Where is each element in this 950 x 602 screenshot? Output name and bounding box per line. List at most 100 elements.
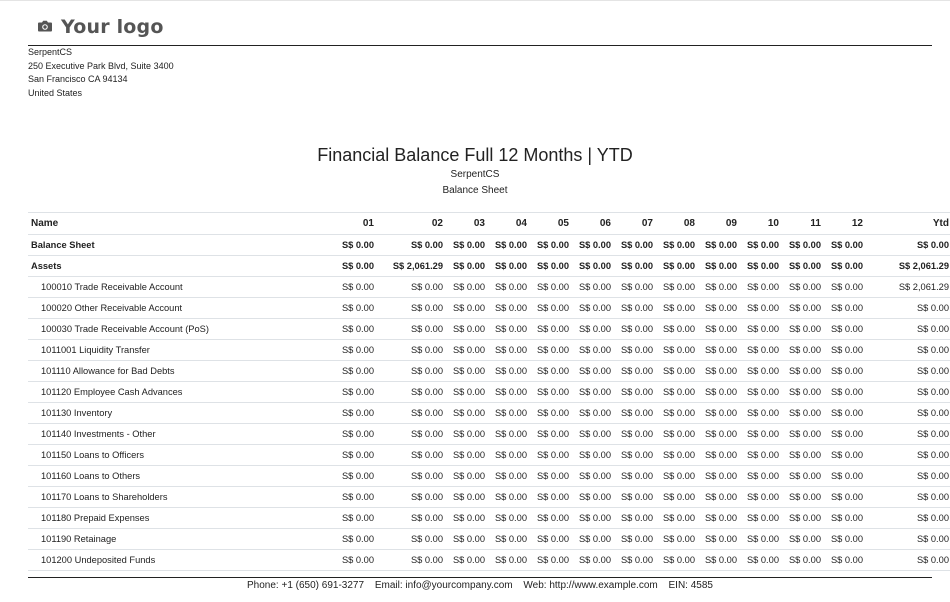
amount-cell: S$ 0.00 [377, 402, 446, 424]
amount-cell: S$ 0.00 [740, 507, 782, 529]
amount-cell: S$ 0.00 [333, 465, 377, 487]
amount-cell: S$ 0.00 [614, 234, 656, 256]
amount-cell: S$ 0.00 [824, 297, 866, 319]
amount-cell: S$ 0.00 [488, 360, 530, 382]
amount-cell: S$ 0.00 [446, 549, 488, 571]
amount-cell: S$ 0.00 [572, 255, 614, 277]
account-name-cell: 101140 Investments - Other [28, 423, 333, 445]
column-header-05: 05 [530, 212, 572, 235]
report-company: SerpentCS [450, 169, 500, 180]
amount-cell: S$ 0.00 [488, 318, 530, 340]
amount-cell: S$ 0.00 [446, 528, 488, 550]
amount-cell: S$ 0.00 [572, 486, 614, 508]
amount-cell: S$ 0.00 [866, 318, 950, 340]
amount-cell: S$ 0.00 [614, 297, 656, 319]
amount-cell: S$ 0.00 [866, 486, 950, 508]
amount-cell: S$ 0.00 [377, 318, 446, 340]
amount-cell: S$ 0.00 [782, 339, 824, 361]
column-header-06: 06 [572, 212, 614, 235]
amount-cell: S$ 0.00 [614, 360, 656, 382]
amount-cell: S$ 0.00 [614, 402, 656, 424]
amount-cell: S$ 0.00 [333, 444, 377, 466]
amount-cell: S$ 0.00 [614, 381, 656, 403]
company-logo: Your logo [37, 16, 164, 38]
amount-cell: S$ 0.00 [866, 234, 950, 256]
amount-cell: S$ 0.00 [656, 465, 698, 487]
amount-cell: S$ 0.00 [530, 486, 572, 508]
amount-cell: S$ 0.00 [698, 234, 740, 256]
amount-cell: S$ 0.00 [572, 381, 614, 403]
column-header-04: 04 [488, 212, 530, 235]
table-row: 101130 Inventory S$ 0.00 S$ 0.00 S$ 0.00 S$ … [28, 402, 950, 424]
amount-cell: S$ 0.00 [866, 402, 950, 424]
column-header-12: 12 [824, 212, 866, 235]
amount-cell: S$ 0.00 [333, 360, 377, 382]
amount-cell: S$ 0.00 [698, 486, 740, 508]
amount-cell: S$ 0.00 [377, 297, 446, 319]
amount-cell: S$ 0.00 [698, 297, 740, 319]
amount-cell: S$ 0.00 [488, 549, 530, 571]
amount-cell: S$ 0.00 [530, 276, 572, 298]
column-header-name: Name [28, 212, 333, 235]
amount-cell: S$ 0.00 [782, 423, 824, 445]
amount-cell: S$ 0.00 [656, 444, 698, 466]
amount-cell: S$ 0.00 [488, 507, 530, 529]
amount-cell: S$ 0.00 [698, 423, 740, 445]
amount-cell: S$ 0.00 [446, 255, 488, 277]
amount-cell: S$ 0.00 [614, 507, 656, 529]
account-name-cell: 101170 Loans to Shareholders [28, 486, 333, 508]
amount-cell: S$ 0.00 [782, 276, 824, 298]
amount-cell: S$ 0.00 [866, 423, 950, 445]
amount-cell: S$ 0.00 [698, 444, 740, 466]
amount-cell: S$ 0.00 [614, 486, 656, 508]
report-footer: Phone: +1 (650) 691-3277 Email: info@you… [28, 577, 932, 591]
table-row: 100020 Other Receivable Account S$ 0.00 S$… [28, 297, 950, 319]
amount-cell: S$ 0.00 [488, 444, 530, 466]
amount-cell: S$ 0.00 [782, 318, 824, 340]
amount-cell: S$ 0.00 [572, 234, 614, 256]
amount-cell: S$ 0.00 [530, 444, 572, 466]
amount-cell: S$ 0.00 [866, 297, 950, 319]
amount-cell: S$ 0.00 [656, 549, 698, 571]
amount-cell: S$ 0.00 [656, 276, 698, 298]
amount-cell: S$ 0.00 [377, 507, 446, 529]
amount-cell: S$ 0.00 [740, 528, 782, 550]
amount-cell: S$ 0.00 [740, 339, 782, 361]
amount-cell: S$ 0.00 [333, 318, 377, 340]
amount-cell: S$ 0.00 [530, 549, 572, 571]
account-name-cell: 100030 Trade Receivable Account (PoS) [28, 318, 333, 340]
report-title-block: Financial Balance Full 12 Months | YTD S… [0, 143, 950, 199]
table-row: 101120 Employee Cash Advances S$ 0.00 S$ 0… [28, 381, 950, 403]
amount-cell: S$ 0.00 [572, 507, 614, 529]
amount-cell: S$ 0.00 [866, 528, 950, 550]
amount-cell: S$ 0.00 [740, 444, 782, 466]
amount-cell: S$ 0.00 [572, 402, 614, 424]
amount-cell: S$ 0.00 [572, 465, 614, 487]
amount-cell: S$ 0.00 [740, 486, 782, 508]
amount-cell: S$ 0.00 [698, 465, 740, 487]
account-name-cell: 101190 Retainage [28, 528, 333, 550]
footer-phone: Phone: +1 (650) 691-3277 [247, 580, 365, 591]
amount-cell: S$ 0.00 [614, 255, 656, 277]
amount-cell: S$ 0.00 [333, 549, 377, 571]
amount-cell: S$ 0.00 [824, 318, 866, 340]
amount-cell: S$ 0.00 [614, 276, 656, 298]
account-name-cell: 1011001 Liquidity Transfer [28, 339, 333, 361]
account-name-cell: 101120 Employee Cash Advances [28, 381, 333, 403]
amount-cell: S$ 0.00 [572, 549, 614, 571]
amount-cell: S$ 0.00 [656, 339, 698, 361]
amount-cell: S$ 0.00 [824, 423, 866, 445]
amount-cell: S$ 0.00 [656, 528, 698, 550]
amount-cell: S$ 0.00 [333, 234, 377, 256]
amount-cell: S$ 0.00 [446, 297, 488, 319]
account-name-cell: 100020 Other Receivable Account [28, 297, 333, 319]
amount-cell: S$ 0.00 [866, 360, 950, 382]
amount-cell: S$ 0.00 [740, 381, 782, 403]
amount-cell: S$ 0.00 [333, 402, 377, 424]
amount-cell: S$ 0.00 [824, 507, 866, 529]
amount-cell: S$ 0.00 [824, 444, 866, 466]
amount-cell: S$ 0.00 [333, 507, 377, 529]
table-row: 100030 Trade Receivable Account (PoS) S$ … [28, 318, 950, 340]
table-body: Balance Sheet S$ 0.00 S$ 0.00 S$ 0.00 S$ 0.0… [28, 234, 950, 571]
table-row: 101170 Loans to Shareholders S$ 0.00 S$ 0.… [28, 486, 950, 508]
